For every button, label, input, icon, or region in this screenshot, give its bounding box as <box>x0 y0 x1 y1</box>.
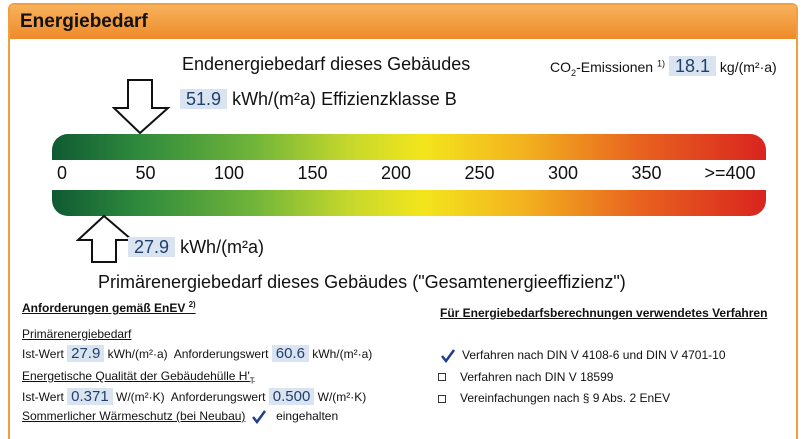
envelope-sub: T <box>249 376 255 386</box>
scale-label: 50 <box>135 163 156 183</box>
co2-line: CO2-Emissionen 1) 18.1 kg/(m²·a) <box>550 56 777 78</box>
method-label: Vereinfachungen nach § 9 Abs. 2 EnEV <box>460 391 671 405</box>
check-mark <box>441 349 456 363</box>
co2-note: 1) <box>656 58 666 69</box>
check-box <box>438 373 446 382</box>
unit: kWh/(m²·a) <box>312 347 373 361</box>
scale-label: 200 <box>380 163 412 183</box>
primary-energy-note: ("Gesamtenergieeffizienz") <box>412 272 626 292</box>
method-heading: Für Energiebedarfsberechnungen verwendet… <box>440 306 768 320</box>
scale-label: 350 <box>631 163 662 183</box>
scale-label: 150 <box>297 163 328 183</box>
required-label: Anforderungswert <box>170 390 266 404</box>
envelope-section: Energetische Qualität der Gebäudehülle H… <box>22 369 255 385</box>
end-energy-title: Endenergiebedarf dieses Gebäudes <box>182 54 471 74</box>
down-arrow <box>112 79 171 135</box>
primary-energy-unit: kWh/(m²a) <box>180 237 265 257</box>
summer-row: Sommerlicher Wärmeschutz (bei Neubau) ei… <box>22 409 338 424</box>
end-energy-line: 51.9 kWh/(m²a) Effizienzklasse B <box>180 89 457 110</box>
actual-value: 27.9 <box>67 345 105 362</box>
envelope-heading: Energetische Qualität der Gebäudehülle H… <box>22 369 250 383</box>
method-label: Verfahren nach DIN V 4108-6 und DIN V 47… <box>462 348 726 362</box>
summer-label: Sommerlicher Wärmeschutz (bei Neubau) <box>22 409 246 423</box>
efficiency-class: Effizienzklasse B <box>321 89 457 109</box>
requirements-note: 2) <box>188 300 196 309</box>
co2-label: CO <box>550 59 571 75</box>
co2-label-rest: -Emissionen <box>576 59 654 75</box>
check-mark <box>251 410 266 424</box>
end-energy-value: 51.9 <box>180 89 228 109</box>
summer-status: eingehalten <box>276 409 339 423</box>
scale-label: 100 <box>213 163 245 183</box>
method-label: Verfahren nach DIN V 18599 <box>460 369 614 384</box>
unit: kWh/(m²·a) <box>107 347 168 361</box>
co2-value: 18.1 <box>668 56 717 76</box>
end-energy-unit: kWh/(m²a) <box>232 89 317 109</box>
scale-band <box>52 160 766 190</box>
header-bar: Energiebedarf <box>10 5 796 39</box>
unit: W/(m²·K) <box>116 390 165 404</box>
required-value: 0.500 <box>268 388 315 405</box>
method-option: Vereinfachungen nach § 9 Abs. 2 EnEV <box>438 391 670 405</box>
requirements-title: Anforderungen gemäß EnEV <box>22 301 186 315</box>
required-label: Anforderungswert <box>173 347 269 361</box>
up-arrow <box>76 214 135 263</box>
scale-label: >=400 <box>704 163 756 183</box>
co2-sub: 2 <box>571 67 577 78</box>
primary-energy-title-line: Primärenergiebedarf dieses Gebäudes ("Ge… <box>98 272 626 293</box>
scale-label: 300 <box>547 163 579 183</box>
envelope-row: Ist-Wert 0.371 W/(m²·K) Anforderungswert… <box>22 388 366 405</box>
header-title: Energiebedarf <box>20 11 148 32</box>
unit: W/(m²·K) <box>317 390 367 404</box>
summer-check <box>249 409 273 424</box>
method-option: Verfahren nach DIN V 4108-6 und DIN V 47… <box>438 348 726 363</box>
primary-row: Ist-Wert 27.9 kWh/(m²·a) Anforderungswer… <box>22 345 372 362</box>
scale-label: 0 <box>56 163 68 183</box>
primary-energy-line: 27.9 kWh/(m²a) <box>128 237 264 258</box>
actual-label: Ist-Wert <box>22 347 64 361</box>
frame <box>8 3 798 439</box>
primary-energy-title: Primärenergiebedarf dieses Gebäudes <box>98 272 408 292</box>
primary-section: Primärenergiebedarf <box>22 327 132 341</box>
requirements-heading: Anforderungen gemäß EnEV 2) <box>22 300 196 315</box>
primary-energy-value: 27.9 <box>128 237 176 257</box>
scale-label: 250 <box>464 163 495 183</box>
check-box <box>438 394 446 403</box>
check-path <box>251 410 266 424</box>
method-option: Verfahren nach DIN V 18599 <box>438 370 613 384</box>
actual-value: 0.371 <box>67 388 113 405</box>
co2-unit: kg/(m²·a) <box>719 59 777 75</box>
actual-label: Ist-Wert <box>22 390 64 404</box>
check-path <box>441 349 456 363</box>
required-value: 60.6 <box>271 345 309 362</box>
